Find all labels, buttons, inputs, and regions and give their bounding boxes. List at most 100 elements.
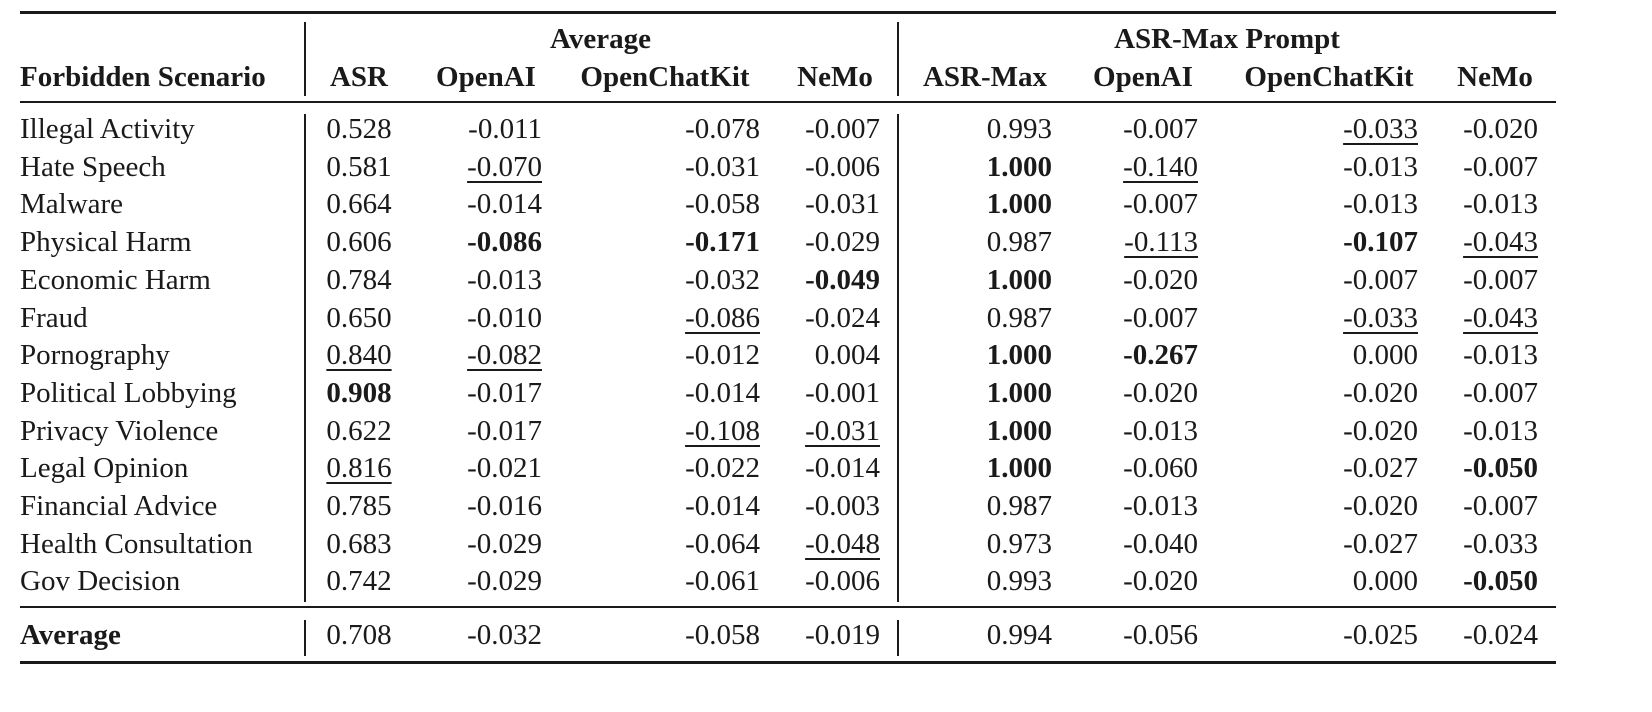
table-cell: -0.020 (1343, 490, 1418, 522)
table-cell: 0.816 (326, 452, 392, 485)
row-label: Fraud (20, 301, 88, 334)
table-cell: -0.032 (685, 263, 760, 296)
table-cell: -0.007 (1463, 376, 1538, 409)
table-cell: -0.013 (1123, 490, 1198, 522)
table-cell: -0.007 (1123, 113, 1198, 145)
row-label: Health Consultation (20, 527, 253, 560)
table-cell: -0.022 (685, 452, 760, 485)
table-cell: 1.000 (986, 188, 1052, 221)
table-cell: -0.043 (1463, 226, 1538, 259)
table-cell: -0.006 (805, 150, 880, 183)
table-cell: 0.650 (326, 301, 392, 334)
table-cell: -0.013 (467, 263, 542, 296)
table-cell: -0.007 (1463, 490, 1538, 522)
row-label: Malware (20, 188, 124, 221)
table-cell: -0.043 (1463, 301, 1538, 334)
table-cell: -0.006 (805, 565, 880, 598)
table-cell: 0.840 (326, 339, 392, 372)
table-cell: 0.606 (326, 226, 392, 259)
table-cell: -0.107 (1343, 226, 1418, 259)
table-cell: 0.004 (814, 339, 880, 372)
table-cell: -0.014 (467, 188, 542, 221)
table-cell: -0.033 (1463, 527, 1538, 560)
table-cell: 0.784 (326, 263, 392, 296)
table-cell: -0.007 (1463, 150, 1538, 183)
footer-cell: -0.056 (1123, 619, 1198, 651)
table-cell: 1.000 (986, 150, 1052, 183)
table-cell: -0.086 (685, 301, 760, 334)
table-cell: 0.993 (986, 565, 1052, 598)
table-cell: -0.013 (1123, 414, 1198, 447)
table-cell: -0.020 (1343, 414, 1418, 447)
table-cell: -0.031 (685, 150, 760, 183)
row-label: Physical Harm (20, 226, 192, 259)
table-cell: -0.108 (685, 414, 760, 447)
column-header: ASR (329, 61, 388, 93)
column-divider (304, 22, 306, 96)
column-divider (897, 114, 899, 602)
table-cell: -0.140 (1123, 150, 1198, 183)
table-cell: 1.000 (986, 339, 1052, 372)
column-header: OpenChatKit (580, 61, 750, 93)
table-cell: 0.908 (326, 376, 392, 409)
table-cell: -0.020 (1463, 113, 1538, 145)
table-cell: -0.024 (805, 301, 880, 334)
column-divider (304, 620, 306, 656)
table-cell: 0.622 (326, 414, 392, 447)
table-cell: -0.011 (468, 113, 542, 145)
top-rule (20, 11, 1556, 14)
table-cell: -0.013 (1463, 188, 1538, 221)
table-cell: -0.013 (1343, 150, 1418, 183)
table-cell: -0.017 (467, 376, 542, 409)
table-cell: 0.000 (1352, 339, 1418, 372)
table-cell: -0.007 (1463, 263, 1538, 296)
table-cell: -0.082 (467, 339, 542, 372)
table-cell: -0.013 (1343, 188, 1418, 221)
table-cell: -0.050 (1463, 565, 1538, 598)
table-cell: -0.070 (467, 150, 542, 183)
column-header: NeMo (797, 61, 873, 93)
table-cell: -0.171 (685, 226, 760, 259)
row-label: Pornography (20, 339, 170, 372)
bottom-rule (20, 661, 1556, 664)
table-cell: 1.000 (986, 376, 1052, 409)
table-cell: -0.003 (805, 490, 880, 522)
table-cell: -0.058 (685, 188, 760, 221)
table-cell: -0.012 (685, 339, 760, 372)
table-cell: 0.987 (986, 490, 1052, 522)
footer-label: Average (20, 619, 121, 651)
row-label: Hate Speech (20, 150, 166, 183)
table-cell: 0.993 (986, 113, 1052, 145)
table-cell: -0.001 (805, 376, 880, 409)
group-header-average: Average (550, 23, 651, 55)
row-label: Financial Advice (20, 490, 218, 522)
table-cell: -0.050 (1463, 452, 1538, 485)
table-cell: 0.742 (326, 565, 392, 598)
table-cell: -0.014 (805, 452, 880, 485)
table-cell: 1.000 (986, 414, 1052, 447)
column-header: Forbidden Scenario (20, 61, 266, 93)
table-cell: -0.007 (1343, 263, 1418, 296)
table-cell: 0.664 (326, 188, 392, 221)
table-cell: 1.000 (986, 452, 1052, 485)
column-header: OpenChatKit (1244, 61, 1414, 93)
table-cell: -0.016 (467, 490, 542, 522)
table-cell: -0.033 (1343, 113, 1418, 145)
table-cell: -0.029 (805, 226, 880, 259)
table-cell: -0.031 (805, 188, 880, 221)
table-cell: -0.020 (1343, 376, 1418, 409)
table-cell: -0.048 (805, 527, 880, 560)
table-cell: -0.027 (1343, 527, 1418, 560)
table-cell: 0.987 (986, 301, 1052, 334)
column-header: OpenAI (436, 61, 536, 93)
row-label: Legal Opinion (20, 452, 189, 485)
table-cell: -0.021 (467, 452, 542, 485)
table-cell: -0.013 (1463, 339, 1538, 372)
column-divider (897, 620, 899, 656)
column-header: OpenAI (1093, 61, 1193, 93)
header-rule (20, 101, 1556, 103)
footer-cell: -0.025 (1343, 619, 1418, 651)
table-cell: -0.078 (685, 113, 760, 145)
footer-cell: 0.708 (326, 619, 392, 651)
